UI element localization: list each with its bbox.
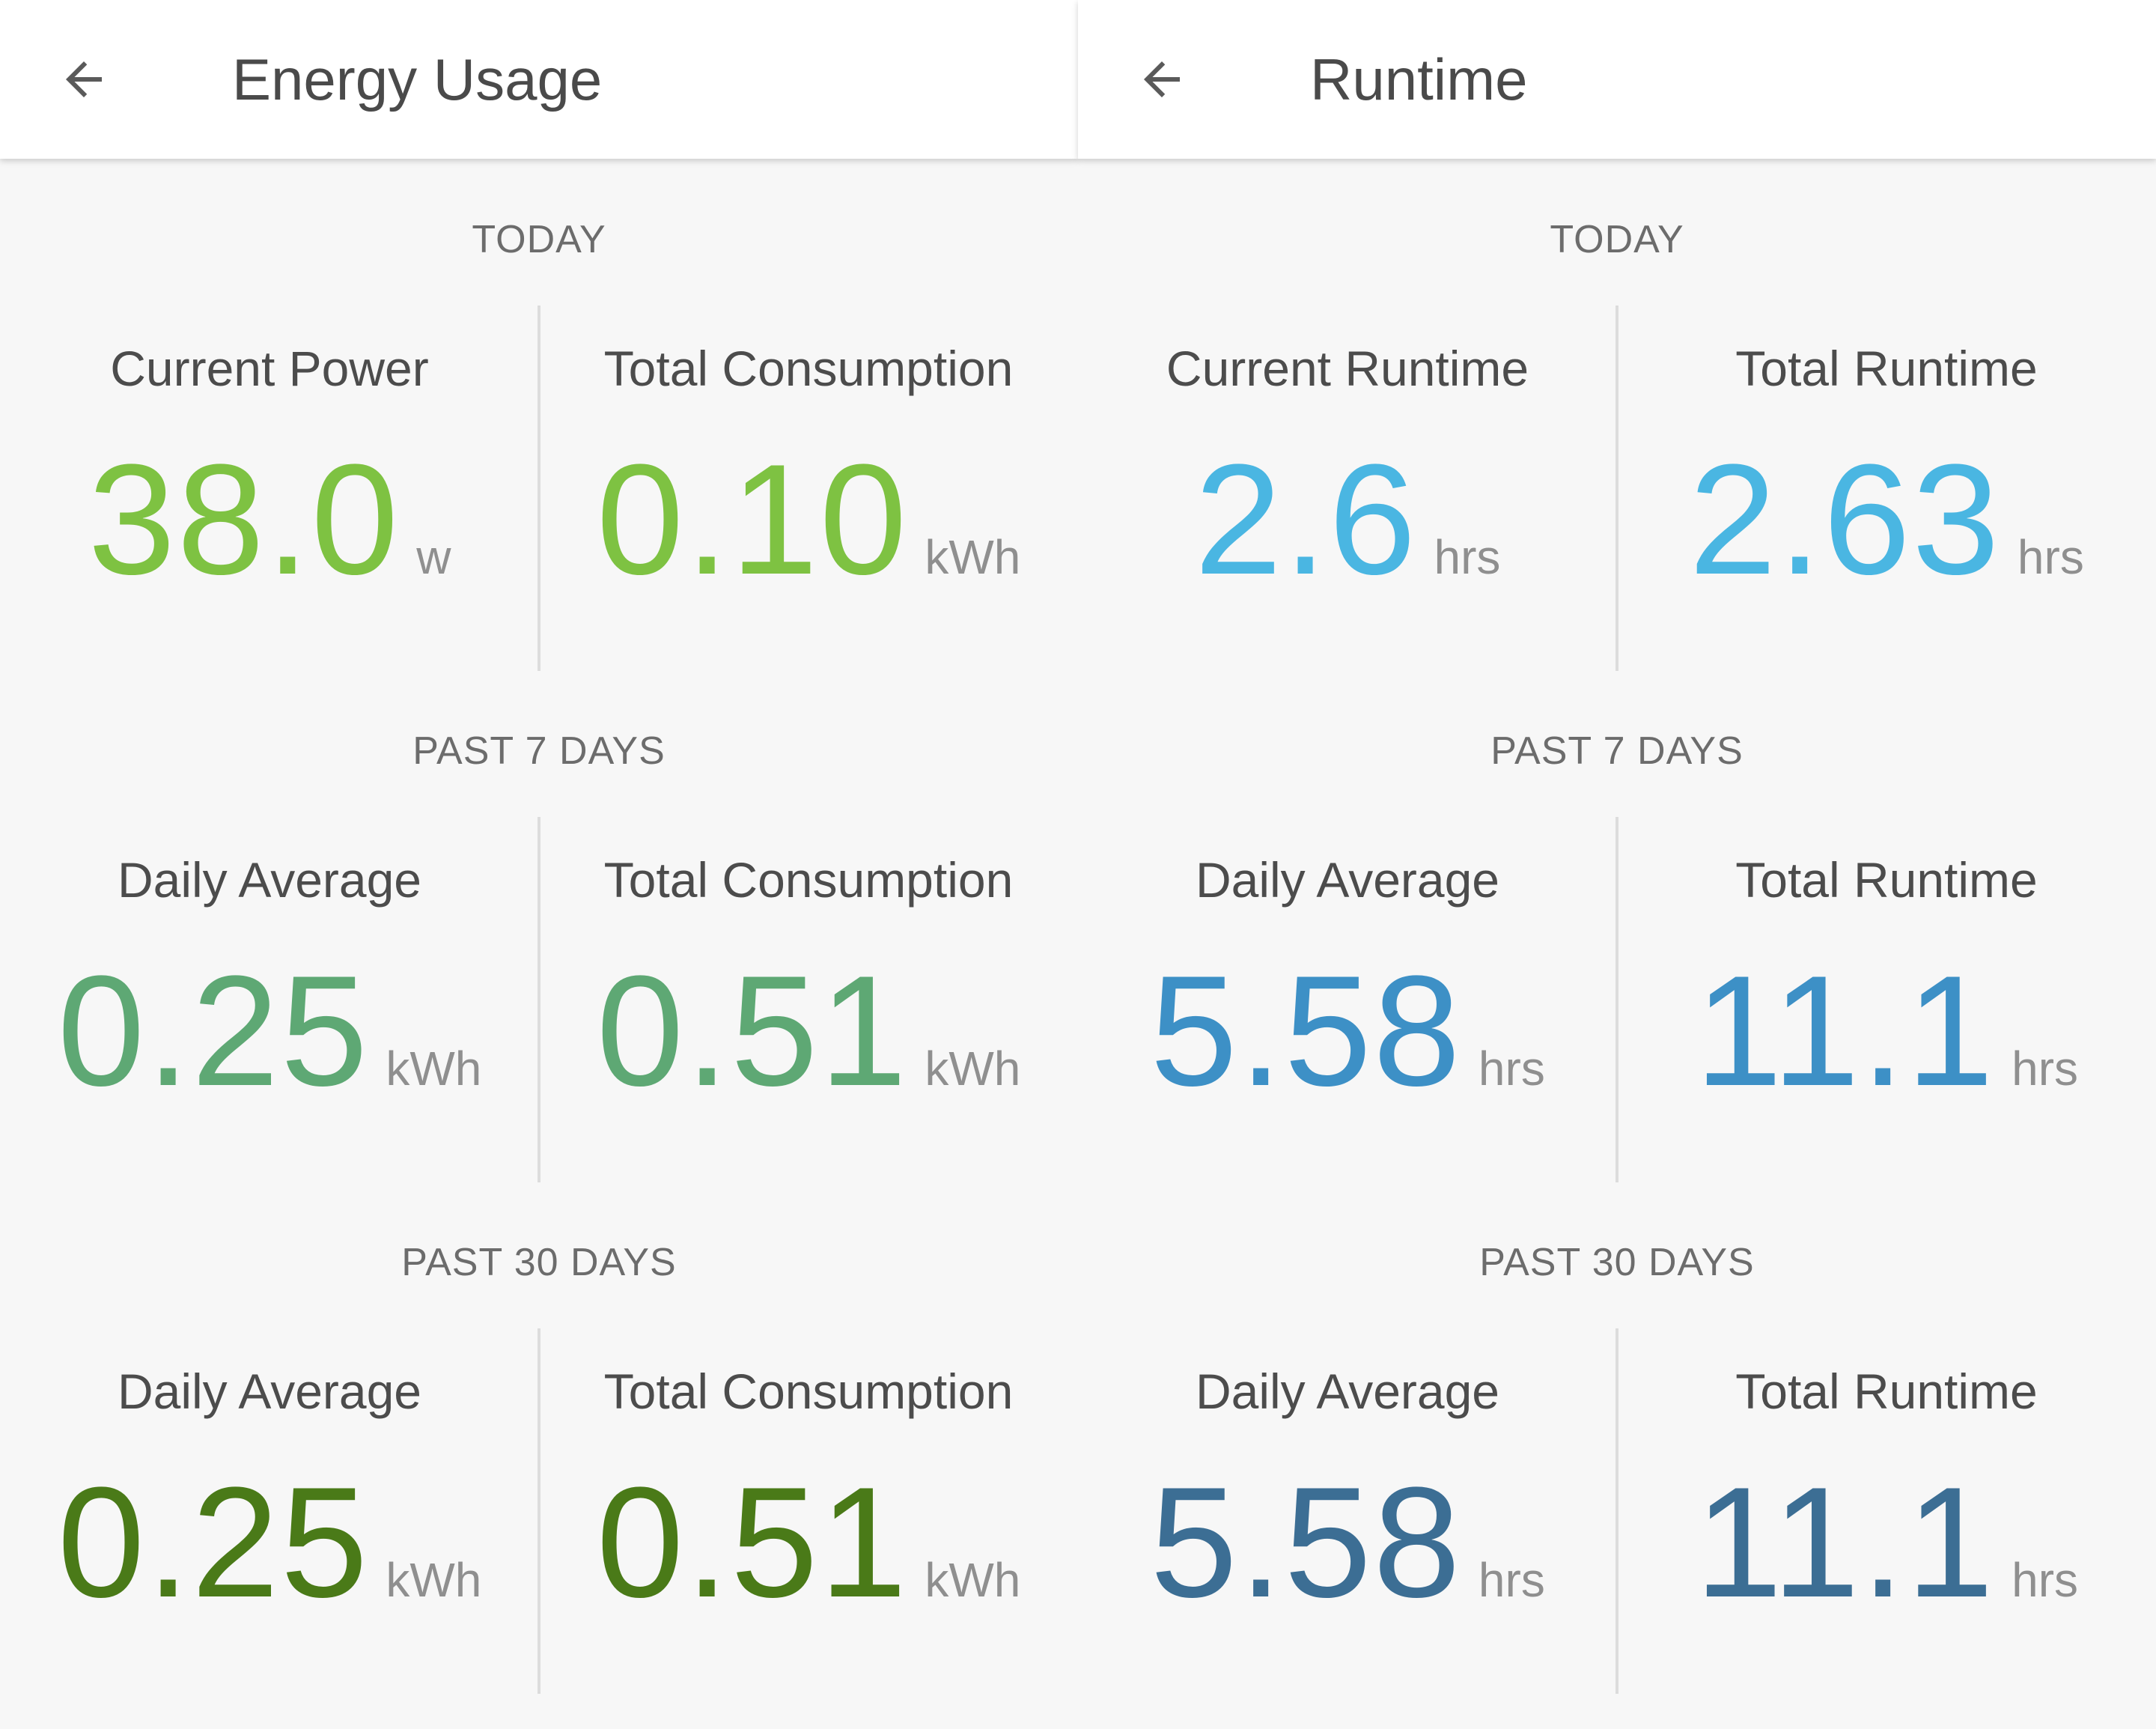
stat-unit: kWh (925, 1042, 1021, 1096)
stat-unit: kWh (386, 1553, 482, 1607)
stat-unit: kWh (925, 530, 1021, 584)
section-heading: PAST 7 DAYS (412, 729, 666, 773)
section-heading: TODAY (1550, 218, 1684, 261)
page-title: Energy Usage (232, 46, 603, 112)
stat-unit: kWh (386, 1042, 482, 1096)
runtime-today-section: TODAY Current Runtime 2.6 hrs Total Runt… (1078, 159, 2156, 671)
stat-label: Daily Average (1195, 852, 1500, 908)
stat-value: 0.25 (57, 943, 370, 1119)
stat-value: 2.6 (1194, 431, 1418, 607)
stat-unit: hrs (2012, 1042, 2079, 1096)
stat-value: 0.10 (596, 431, 909, 607)
divider (1616, 1328, 1618, 1694)
runtime-week-section: PAST 7 DAYS Daily Average 5.58 hrs Total… (1078, 670, 2156, 1182)
stat-value-row: 0.51 kWh (539, 943, 1078, 1119)
stat-unit: hrs (2012, 1553, 2079, 1607)
stat-value: 0.51 (596, 943, 909, 1119)
section-heading: PAST 7 DAYS (1490, 729, 1744, 773)
stat-unit: w (416, 530, 451, 584)
energy-usage-panel: Energy Usage TODAY Current Power 38.0 w … (0, 0, 1078, 1729)
stat-current-runtime: Current Runtime 2.6 hrs (1078, 306, 1617, 671)
stat-value: 11.1 (1694, 943, 1996, 1119)
energy-today-section: TODAY Current Power 38.0 w Total Consump… (0, 159, 1078, 671)
stat-current-power: Current Power 38.0 w (0, 306, 539, 671)
stat-value: 2.63 (1689, 431, 2001, 607)
stat-value-row: 5.58 hrs (1078, 1454, 1617, 1630)
divider (538, 817, 540, 1182)
divider (538, 1328, 540, 1694)
stat-daily-average: Daily Average 0.25 kWh (0, 1328, 539, 1694)
divider (1616, 817, 1618, 1182)
divider (538, 306, 540, 671)
stat-label: Current Power (110, 341, 429, 396)
stat-label: Total Consumption (603, 852, 1014, 908)
stat-daily-average: Daily Average 5.58 hrs (1078, 817, 1617, 1182)
stat-daily-average: Daily Average 5.58 hrs (1078, 1328, 1617, 1694)
stat-value-row: 0.51 kWh (539, 1454, 1078, 1630)
runtime-panel: Runtime TODAY Current Runtime 2.6 hrs To… (1078, 0, 2156, 1729)
arrow-left-icon[interactable] (57, 52, 111, 106)
stat-daily-average: Daily Average 0.25 kWh (0, 817, 539, 1182)
stat-value: 5.58 (1150, 1454, 1462, 1630)
stat-value-row: 2.6 hrs (1078, 431, 1617, 607)
section-heading: PAST 30 DAYS (401, 1241, 677, 1284)
page-title: Runtime (1310, 46, 1528, 112)
stat-label: Total Runtime (1735, 1364, 2038, 1419)
stat-value: 11.1 (1694, 1454, 1996, 1630)
stat-total-consumption: Total Consumption 0.51 kWh (539, 1328, 1078, 1694)
stat-value: 5.58 (1150, 943, 1462, 1119)
stat-value: 0.25 (57, 1454, 370, 1630)
stat-value-row: 0.25 kWh (0, 943, 539, 1119)
energy-content: TODAY Current Power 38.0 w Total Consump… (0, 159, 1078, 1729)
stat-unit: hrs (1478, 1042, 1545, 1096)
stat-value-row: 11.1 hrs (1617, 943, 2156, 1119)
energy-app-bar: Energy Usage (0, 0, 1078, 159)
stat-label: Current Runtime (1166, 341, 1529, 396)
energy-month-section: PAST 30 DAYS Daily Average 0.25 kWh Tota… (0, 1182, 1078, 1694)
stat-label: Daily Average (1195, 1364, 1500, 1419)
stat-unit: hrs (2017, 530, 2084, 584)
section-heading: TODAY (472, 218, 606, 261)
stat-value-row: 0.25 kWh (0, 1454, 539, 1630)
stat-label: Total Runtime (1735, 852, 2038, 908)
stat-value: 0.51 (596, 1454, 909, 1630)
stat-value-row: 38.0 w (0, 431, 539, 607)
runtime-content: TODAY Current Runtime 2.6 hrs Total Runt… (1078, 159, 2156, 1729)
stat-label: Total Consumption (603, 341, 1014, 396)
energy-week-section: PAST 7 DAYS Daily Average 0.25 kWh Total… (0, 670, 1078, 1182)
arrow-left-icon[interactable] (1135, 52, 1189, 106)
stat-value-row: 0.10 kWh (539, 431, 1078, 607)
runtime-month-section: PAST 30 DAYS Daily Average 5.58 hrs Tota… (1078, 1182, 2156, 1694)
stat-unit: kWh (925, 1553, 1021, 1607)
stat-unit: hrs (1434, 530, 1501, 584)
stat-total-consumption: Total Consumption 0.10 kWh (539, 306, 1078, 671)
stat-label: Total Runtime (1735, 341, 2038, 396)
divider (1616, 306, 1618, 671)
stat-total-runtime: Total Runtime 11.1 hrs (1617, 1328, 2156, 1694)
stat-label: Total Consumption (603, 1364, 1014, 1419)
stat-value-row: 5.58 hrs (1078, 943, 1617, 1119)
stat-label: Daily Average (117, 852, 422, 908)
stat-total-runtime: Total Runtime 2.63 hrs (1617, 306, 2156, 671)
stat-unit: hrs (1478, 1553, 1545, 1607)
stat-value-row: 11.1 hrs (1617, 1454, 2156, 1630)
stat-value: 38.0 (88, 431, 401, 607)
runtime-app-bar: Runtime (1078, 0, 2156, 159)
stat-label: Daily Average (117, 1364, 422, 1419)
stat-value-row: 2.63 hrs (1617, 431, 2156, 607)
stat-total-runtime: Total Runtime 11.1 hrs (1617, 817, 2156, 1182)
stat-total-consumption: Total Consumption 0.51 kWh (539, 817, 1078, 1182)
section-heading: PAST 30 DAYS (1479, 1241, 1755, 1284)
